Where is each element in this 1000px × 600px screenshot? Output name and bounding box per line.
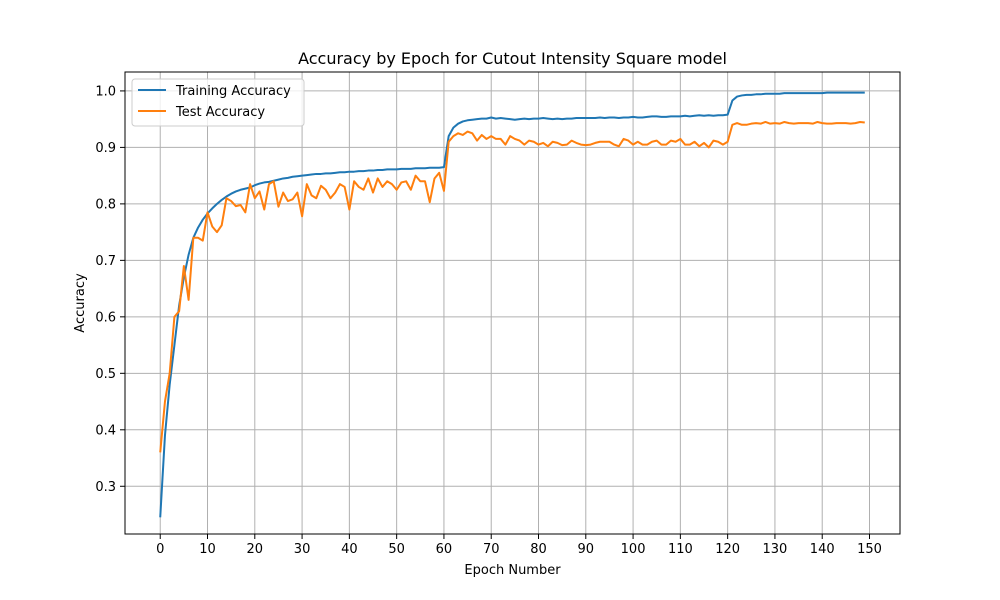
x-tick-label: 50: [388, 542, 405, 557]
x-axis-title: Epoch Number: [464, 563, 561, 578]
x-tick-label: 100: [621, 542, 646, 557]
x-tick-label: 30: [294, 542, 311, 557]
x-tick-label: 10: [199, 542, 216, 557]
x-tick-label: 60: [436, 542, 453, 557]
y-tick-label: 0.5: [95, 367, 116, 382]
y-tick-label: 0.3: [95, 480, 116, 495]
x-tick-label: 90: [578, 542, 595, 557]
legend: Training Accuracy Test Accuracy: [131, 78, 305, 127]
plot-frame: [124, 71, 901, 535]
y-tick-label: 0.6: [95, 310, 116, 325]
x-tick-label: 150: [857, 542, 882, 557]
y-tick-label: 0.7: [95, 254, 116, 269]
x-tick-label: 70: [483, 542, 500, 557]
legend-label-training: Training Accuracy: [175, 84, 291, 99]
y-tick-label: 0.4: [95, 423, 116, 438]
legend-label-test: Test Accuracy: [175, 105, 265, 120]
series-layer: [159, 91, 865, 518]
y-tick-label: 0.9: [95, 141, 116, 156]
x-tick-label: 0: [156, 542, 164, 557]
x-tick-label: 140: [810, 542, 835, 557]
y-axis: 0.3 0.4 0.5 0.6 0.7 0.8 0.9 1.0: [95, 84, 125, 495]
x-axis: 0 10 20 30 40 50 60 70 80 90 100 110 120 130 140 150: [156, 534, 882, 557]
x-tick-label: 120: [715, 542, 740, 557]
x-tick-label: 80: [530, 542, 547, 557]
y-tick-label: 0.8: [95, 197, 116, 212]
x-tick-label: 40: [341, 542, 358, 557]
x-tick-label: 130: [763, 542, 788, 557]
x-tick-label: 110: [668, 542, 693, 557]
y-tick-label: 1.0: [95, 84, 116, 99]
chart-title: Accuracy by Epoch for Cutout Intensity S…: [298, 49, 727, 68]
y-axis-title: Accuracy: [73, 273, 88, 333]
legend-box: [131, 78, 305, 127]
x-tick-label: 20: [247, 542, 264, 557]
grid: [125, 72, 900, 534]
series-line-test-accuracy: [159, 120, 865, 453]
series-line-training-accuracy: [159, 91, 865, 518]
